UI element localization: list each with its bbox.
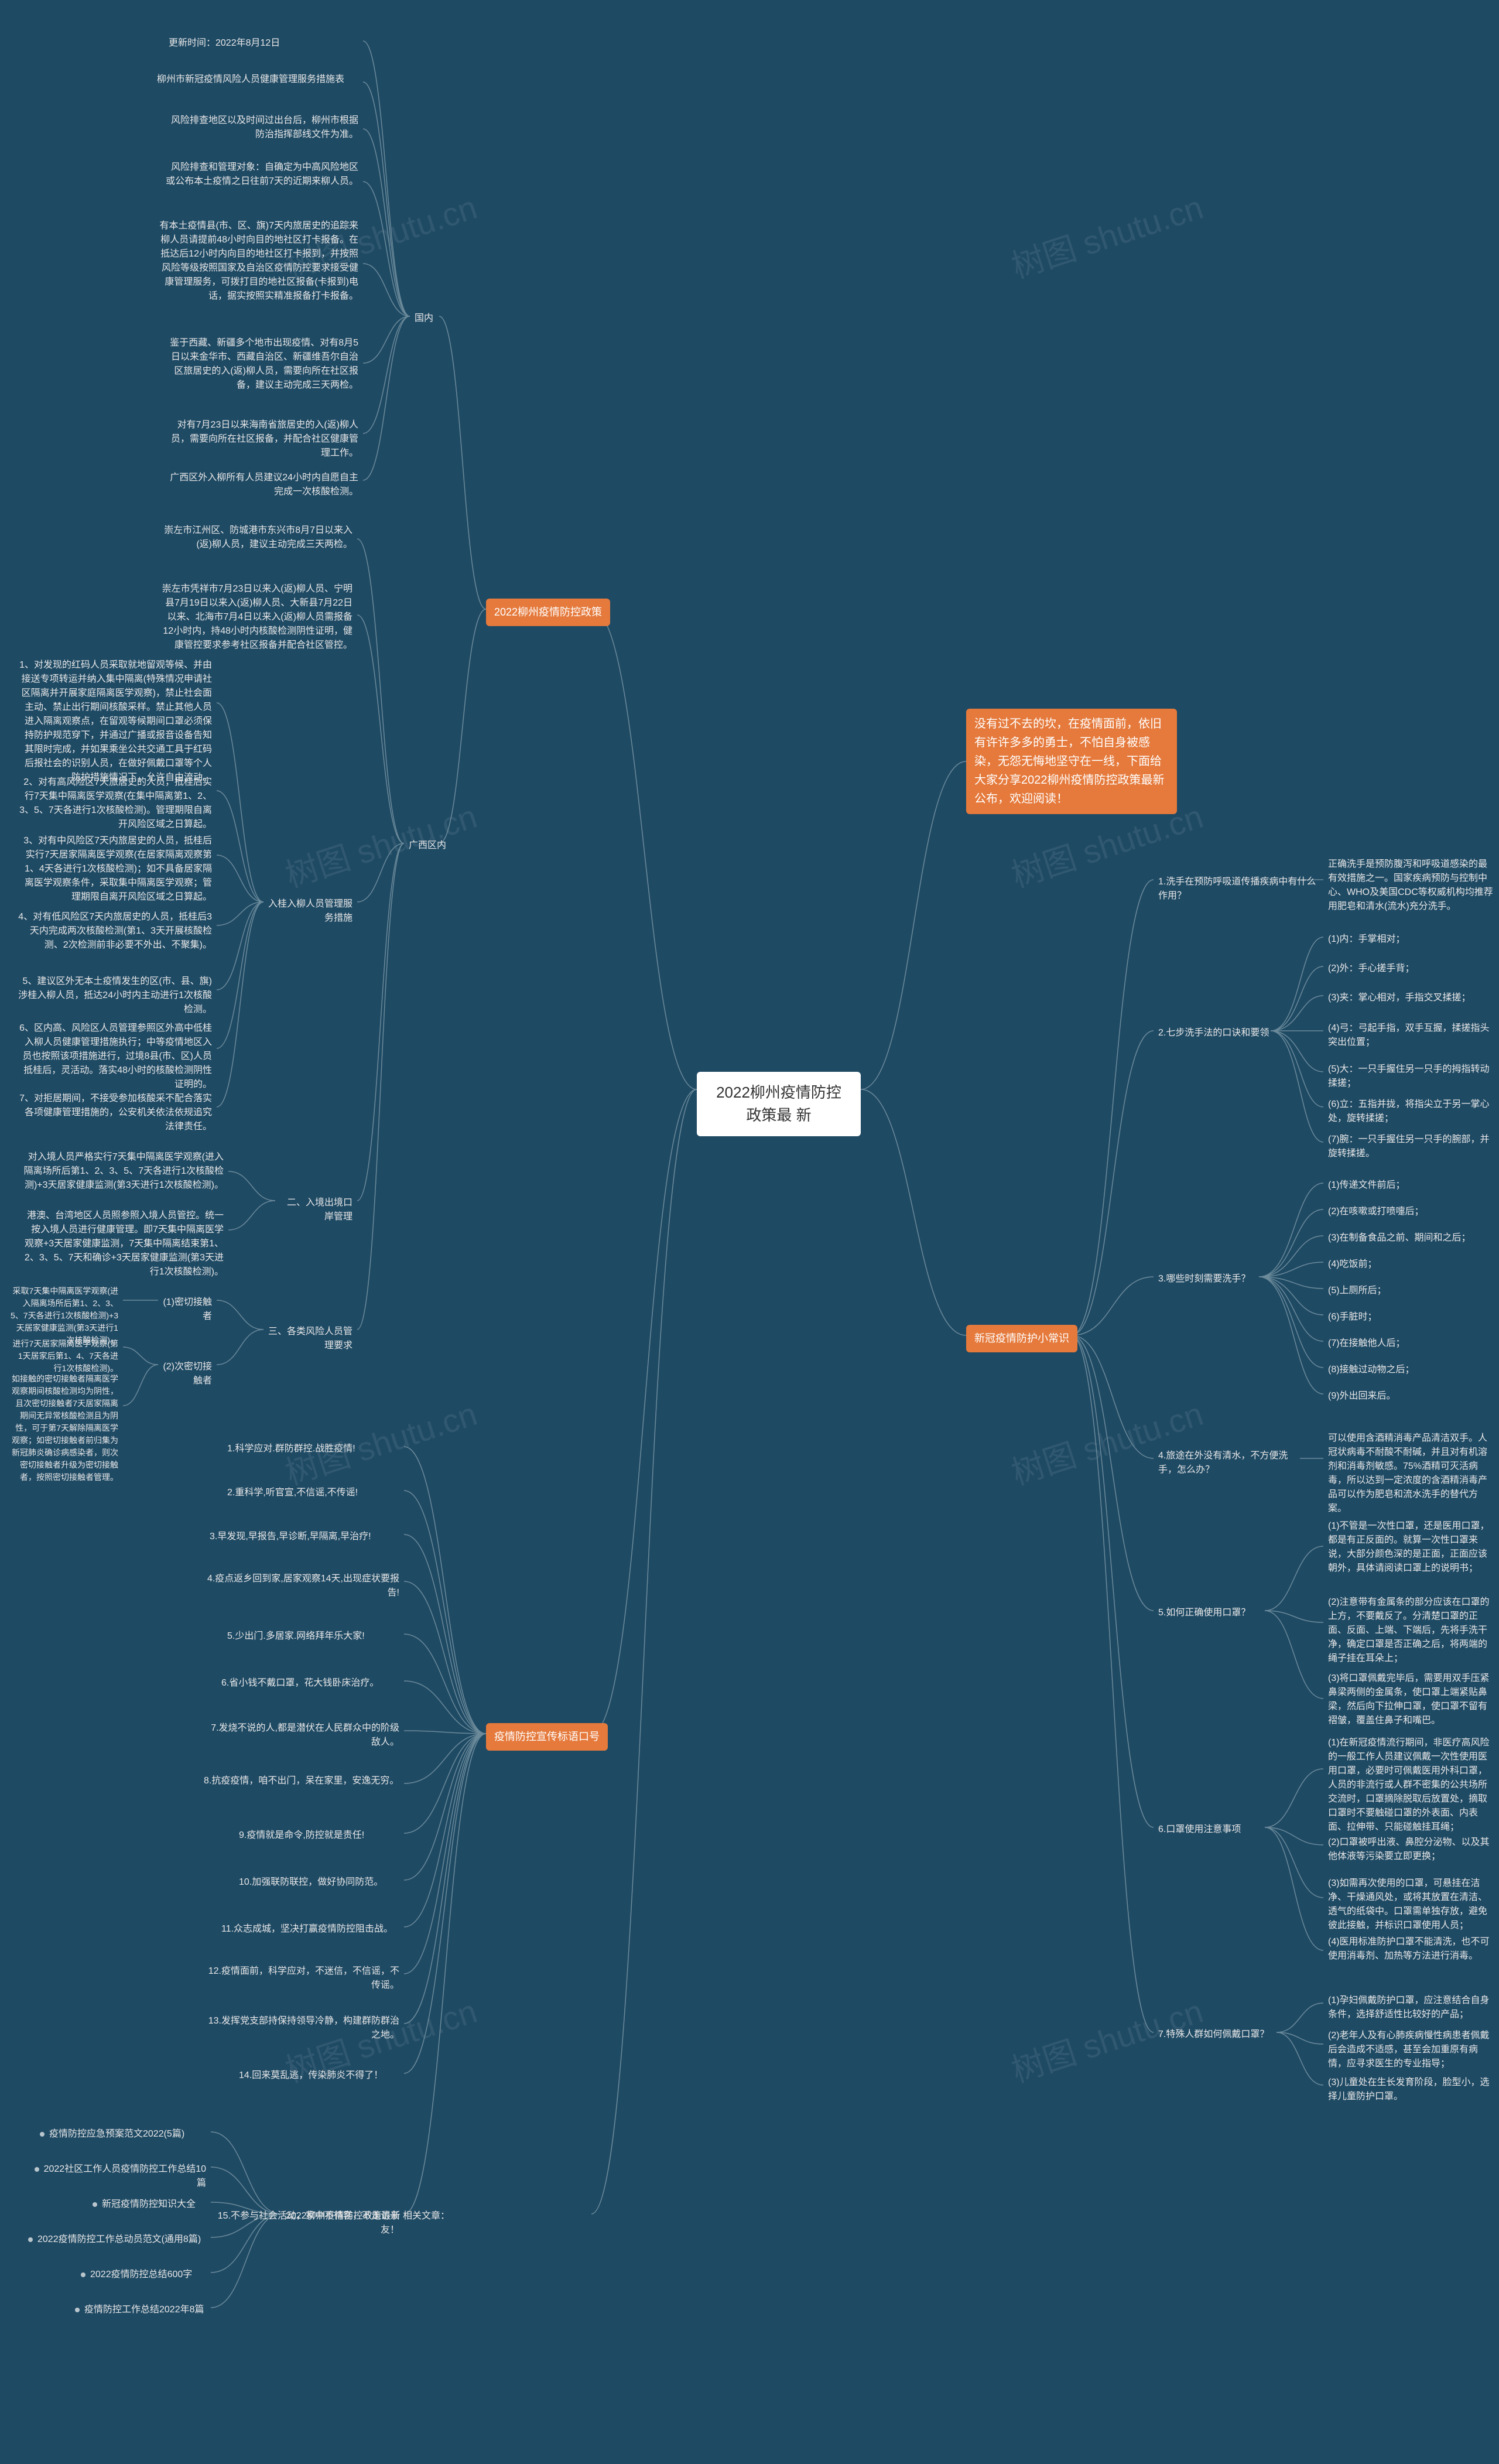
- sl-13: 14.回来莫乱逃，传染肺炎不得了！: [234, 2066, 388, 2085]
- r1c0: 1.洗手在预防呼吸道传播疾病中有什么作用？: [1154, 873, 1329, 905]
- r1c2-0: (1)传递文件前后；: [1323, 1176, 1410, 1195]
- r1c5-1: (2)口罩被呼出液、鼻腔分泌物、以及其他体液等污染要立即更换；: [1323, 1833, 1499, 1866]
- root-node: 2022柳州疫情防控政策最 新: [697, 1072, 861, 1136]
- r1c1-1: (2)外：手心搓手背；: [1323, 959, 1419, 978]
- branch-fangyizhishi: 新冠疫情防护小常识: [966, 1325, 1077, 1352]
- gx4-0: (1)密切接触者: [158, 1293, 217, 1326]
- sl-4: 5.少出门.多居家.网络拜年乐大家!: [223, 1627, 369, 1646]
- r1c2-4: (5)上厕所后；: [1323, 1281, 1391, 1300]
- gx2-3: 4、对有低风险区7天内旅居史的人员，抵桂后3天内完成两次核酸检测(第1、3天开展…: [12, 908, 217, 955]
- sl-5: 6.省小钱不戴口罩，花大钱卧床治疗。: [217, 1674, 384, 1693]
- r1c5: 6.口罩使用注意事项: [1154, 1820, 1245, 1839]
- gx-3: 二、入境出境口岸管理: [275, 1194, 357, 1226]
- r1c4-2: (3)将口罩佩戴完毕后，需要用双手压紧鼻梁两侧的金属条，使口罩上端紧贴鼻梁，然后…: [1323, 1669, 1499, 1730]
- gx4-1: (2)次密切接触者: [152, 1358, 217, 1390]
- gx3-1: 港澳、台湾地区人员照参照入境人员管控。统一按入境人员进行健康管理。即7天集中隔离…: [18, 1207, 228, 1281]
- l0g-7: 广西区外入柳所有人员建议24小时内自愿自主完成一次核酸检测。: [158, 469, 363, 501]
- r1c1-0: (1)内：手掌相对；: [1323, 930, 1410, 949]
- rel-4: 2022疫情防控总结600字: [76, 2265, 197, 2284]
- rel-5: 疫情防控工作总结2022年8篇: [70, 2301, 209, 2319]
- gx2-1: 2、对有高风险区7天旅居史的人员，抵桂后实行7天集中隔离医学观察(在集中隔离第1…: [12, 773, 217, 834]
- rel-2: 新冠疫情防控知识大全: [88, 2195, 200, 2214]
- gx2-6: 7、对拒居期间，不接受参加核酸采不配合落实各项健康管理措施的，公安机关依法依规追…: [12, 1089, 217, 1136]
- branch-related: 2022柳州疫情防控政策最新 相关文章：: [281, 2207, 454, 2226]
- r1c1-5: (6)立：五指并拢，将指尖立于另一掌心处，旋转揉搓；: [1323, 1095, 1499, 1128]
- r1c5-0: (1)在新冠疫情流行期间，非医疗高风险的一般工作人员建议佩戴一次性使用医用口罩，…: [1323, 1734, 1499, 1837]
- r1c3-0: 可以使用含酒精消毒产品清洁双手。人冠状病毒不耐酸不耐碱，并且对有机溶剂和消毒剂敏…: [1323, 1429, 1499, 1518]
- l0-guangxi: 广西区内: [404, 836, 451, 855]
- r1c5-2: (3)如需再次使用的口罩，可悬挂在洁净、干燥通风处，或将其放置在清洁、透气的纸袋…: [1323, 1874, 1499, 1935]
- rel-3: 2022疫情防控工作总动员范文(通用8篇): [23, 2230, 206, 2249]
- gx-0: 崇左市江州区、防城港市东兴市8月7日以来入(返)柳人员，建议主动完成三天两检。: [152, 521, 357, 554]
- r1c1-6: (7)腕：一只手握住另一只手的腕部，并旋转揉搓。: [1323, 1130, 1499, 1163]
- sl-11: 12.疫情面前，科学应对，不迷信，不信谣，不传谣。: [199, 1962, 404, 1995]
- gx-4: 三、各类风险人员管理要求: [263, 1322, 357, 1355]
- r1c4: 5.如何正确使用口罩？: [1154, 1604, 1255, 1622]
- l0g-1: 柳州市新冠疫情风险人员健康管理服务措施表: [152, 70, 349, 89]
- l0g-2: 风险排查地区以及时间过出台后，柳州市根据防治指挥部线文件为准。: [158, 111, 363, 144]
- r1c1-2: (3)夹：掌心相对，手指交叉揉搓；: [1323, 989, 1476, 1007]
- gx-2: 入桂入柳人员管理服务措施: [263, 895, 357, 928]
- l0g-0: 更新时间：2022年8月12日: [164, 34, 285, 53]
- l0g-3: 风险排查和管理对象：自确定为中高风险地区或公布本土疫情之日往前7天的近期来柳人员…: [158, 158, 363, 191]
- r1c5-3: (4)医用标准防护口罩不能清洗，也不可使用消毒剂、加热等方法进行消毒。: [1323, 1933, 1499, 1966]
- branch-policy: 2022柳州疫情防控政策: [486, 599, 610, 626]
- r1c2-3: (4)吃饭前；: [1323, 1255, 1382, 1274]
- r1c6: 7.特殊人群如何佩戴口罩？: [1154, 2025, 1274, 2044]
- sl-2: 3.早发现,早报告,早诊断,早隔离,早治疗!: [205, 1527, 376, 1546]
- sl-8: 9.疫情就是命令,防控就是责任!: [234, 1826, 369, 1845]
- gx-1: 崇左市凭祥市7月23日以来入(返)柳人员、宁明县7月19日以来入(返)柳人员、大…: [152, 580, 357, 655]
- gx3-0: 对入境人员严格实行7天集中隔离医学观察(进入隔离场所后第1、2、3、5、7天各进…: [18, 1148, 228, 1195]
- r1c0-0: 正确洗手是预防腹泻和呼吸道感染的最有效措施之一。国家疾病预防与控制中心、WHO及…: [1323, 855, 1499, 916]
- r1c4-0: (1)不管是一次性口罩，还是医用口罩，都是有正反面的。就算一次性口罩来说，大部分…: [1323, 1517, 1499, 1578]
- r1c2-6: (7)在接触他人后；: [1323, 1334, 1410, 1353]
- r1c4-1: (2)注意带有金属条的部分应该在口罩的上方，不要戴反了。分清楚口罩的正面、反面、…: [1323, 1593, 1499, 1668]
- gx4-1-1: 如接触的密切接触者隔离医学观察期间核酸检测均为阴性，且次密切接触者7天居家隔离期…: [6, 1371, 123, 1486]
- l0g-4: 有本土疫情县(市、区、旗)7天内旅居史的追踪来柳人员请提前48小时向目的地社区打…: [152, 217, 363, 306]
- r1c2-5: (6)手脏时；: [1323, 1308, 1382, 1327]
- watermark: 树图 shutu.cn: [1005, 182, 1209, 288]
- r1c2-7: (8)接触过动物之后；: [1323, 1361, 1419, 1379]
- r1c2-8: (9)外出回来后。: [1323, 1387, 1401, 1406]
- r1c2-1: (2)在咳嗽或打喷嚏后；: [1323, 1202, 1429, 1221]
- rel-1: 2022社区工作人员疫情防控工作总结10篇: [23, 2160, 211, 2193]
- r1c6-2: (3)儿童处在生长发育阶段，脸型小，选择儿童防护口罩。: [1323, 2073, 1499, 2106]
- r1c6-1: (2)老年人及有心肺疾病慢性病患者佩戴后会造成不适感，甚至会加重原有病情，应寻求…: [1323, 2026, 1499, 2073]
- watermark: 树图 shutu.cn: [279, 791, 482, 897]
- gx2-2: 3、对有中风险区7天内旅居史的人员，抵桂后实行7天居家隔离医学观察(在居家隔离观…: [12, 832, 217, 907]
- r1c1-3: (4)弓：弓起手指，双手互握，揉搓指头突出位置；: [1323, 1019, 1499, 1052]
- r1c6-0: (1)孕妇佩戴防护口罩，应注意结合自身条件，选择舒适性比较好的产品；: [1323, 1991, 1499, 2024]
- sl-9: 10.加强联防联控，做好协同防范。: [234, 1873, 388, 1892]
- sl-10: 11.众志成城，坚决打赢疫情防控阻击战。: [217, 1920, 398, 1939]
- sl-3: 4.疫点返乡回到家,居家观察14天,出现症状要报告!: [199, 1570, 404, 1602]
- l0g-6: 对有7月23日以来海南省旅居史的入(返)柳人员，需要向所在社区报备，并配合社区健…: [158, 416, 363, 463]
- sl-7: 8.抗疫疫情，咱不出门，呆在家里，安逸无穷。: [199, 1772, 403, 1790]
- sl-1: 2.重科学,听官宣,不信谣,不传谣!: [223, 1484, 362, 1502]
- r1c3: 4.旅途在外没有清水，不方便洗手，怎么办？: [1154, 1447, 1306, 1479]
- sl-6: 7.发烧不说的人,都是潜伏在人民群众中的阶级敌人。: [199, 1719, 404, 1752]
- sl-0: 1.科学应对.群防群控.战胜疫情!: [223, 1440, 360, 1458]
- rel-0: 疫情防控应急预案范文2022(5篇): [35, 2125, 189, 2144]
- gx2-0: 1、对发现的红码人员采取就地留观等候、并由接送专项转运并纳入集中隔离(特殊情况申…: [12, 656, 217, 787]
- r1c1-4: (5)大：一只手握住另一只手的拇指转动揉搓；: [1323, 1060, 1499, 1093]
- l0-guonei: 国内: [410, 309, 438, 328]
- gx2-4: 5、建议区外无本土疫情发生的区(市、县、旗)涉桂入柳人员，抵达24小时内主动进行…: [12, 972, 217, 1019]
- r1c2-2: (3)在制备食品之前、期间和之后；: [1323, 1229, 1476, 1248]
- r1c1: 2.七步洗手法的口诀和要领: [1154, 1024, 1274, 1043]
- gx2-5: 6、区内高、风险区人员管理参照区外高中低桂入柳人员健康管理措施执行；中等疫情地区…: [12, 1019, 217, 1094]
- intro-node: 没有过不去的坎，在疫情面前，依旧有许许多多的勇士，不怕自身被感染，无怨无悔地坚守…: [966, 709, 1177, 814]
- r1c2: 3.哪些时刻需要洗手？: [1154, 1270, 1255, 1289]
- branch-slogan: 疫情防控宣传标语口号: [486, 1723, 608, 1751]
- l0g-5: 鉴于西藏、新疆多个地市出现疫情、对有8月5日以来金华市、西藏自治区、新疆维吾尔自…: [158, 334, 363, 395]
- sl-12: 13.发挥党支部持保持领导冷静，构建群防群治之地。: [199, 2012, 404, 2045]
